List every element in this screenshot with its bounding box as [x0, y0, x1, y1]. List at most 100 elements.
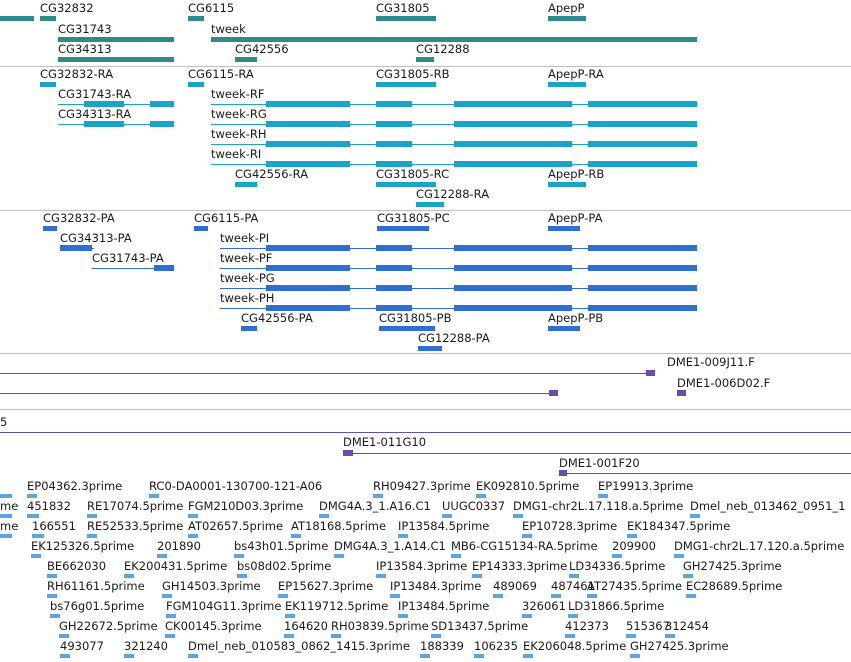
est-glyph[interactable] — [674, 554, 684, 558]
gene-glyph[interactable] — [58, 37, 174, 42]
clone-end-glyph[interactable] — [646, 370, 655, 376]
transcript-glyph[interactable] — [150, 101, 174, 107]
est-glyph[interactable] — [60, 654, 70, 658]
est-glyph[interactable] — [569, 574, 579, 578]
transcript-exons[interactable] — [588, 161, 697, 167]
protein-glyph[interactable] — [548, 326, 580, 331]
est-glyph[interactable] — [690, 514, 700, 518]
est-glyph[interactable] — [32, 534, 44, 538]
protein-exons[interactable] — [454, 245, 572, 251]
clone-line[interactable] — [0, 373, 650, 374]
protein-glyph[interactable] — [154, 265, 174, 271]
transcript-exons[interactable] — [266, 121, 350, 127]
protein-exons[interactable] — [266, 285, 350, 291]
est-glyph[interactable] — [474, 654, 484, 658]
scaffold-end-glyph[interactable] — [559, 470, 567, 476]
est-glyph[interactable] — [513, 514, 523, 518]
est-glyph[interactable] — [31, 554, 41, 558]
transcript-exons[interactable] — [266, 101, 350, 107]
transcript-exons[interactable] — [266, 161, 350, 167]
transcript-exons[interactable] — [454, 141, 572, 147]
est-glyph[interactable] — [626, 634, 636, 638]
protein-glyph[interactable] — [418, 346, 442, 351]
est-glyph[interactable] — [451, 554, 461, 558]
protein-glyph[interactable] — [43, 226, 57, 231]
est-glyph[interactable] — [162, 594, 172, 598]
est-glyph[interactable] — [568, 614, 578, 618]
protein-glyph[interactable] — [60, 245, 92, 251]
protein-exons[interactable] — [454, 305, 572, 311]
est-glyph[interactable] — [627, 534, 637, 538]
transcript-exons[interactable] — [454, 161, 572, 167]
transcript-exons[interactable] — [588, 121, 697, 127]
transcript-glyph[interactable] — [84, 101, 124, 107]
transcript-exons[interactable] — [588, 141, 697, 147]
protein-exons[interactable] — [266, 305, 350, 311]
est-glyph[interactable] — [149, 494, 159, 498]
est-glyph[interactable] — [278, 594, 288, 598]
transcript-glyph[interactable] — [416, 202, 444, 207]
est-glyph[interactable] — [124, 654, 134, 658]
est-glyph[interactable] — [331, 634, 341, 638]
est-glyph[interactable] — [472, 574, 482, 578]
est-glyph[interactable] — [334, 554, 344, 558]
est-glyph[interactable] — [0, 534, 12, 538]
est-glyph[interactable] — [284, 634, 294, 638]
est-glyph[interactable] — [47, 594, 57, 598]
est-glyph[interactable] — [398, 614, 408, 618]
est-glyph[interactable] — [188, 654, 198, 658]
est-glyph[interactable] — [523, 654, 533, 658]
transcript-glyph[interactable] — [188, 82, 204, 87]
protein-exons[interactable] — [376, 245, 412, 251]
est-glyph[interactable] — [237, 574, 247, 578]
transcript-glyph[interactable] — [84, 121, 124, 127]
est-glyph[interactable] — [686, 594, 696, 598]
est-glyph[interactable] — [587, 594, 597, 598]
est-glyph[interactable] — [59, 634, 69, 638]
scaffold-line[interactable] — [0, 432, 851, 433]
est-glyph[interactable] — [522, 614, 532, 618]
est-glyph[interactable] — [420, 654, 430, 658]
gene-glyph[interactable] — [376, 16, 436, 21]
est-glyph[interactable] — [598, 494, 608, 498]
gene-glyph[interactable] — [58, 57, 174, 62]
est-glyph[interactable] — [442, 514, 452, 518]
est-glyph[interactable] — [373, 494, 383, 498]
transcript-glyph[interactable] — [40, 82, 56, 87]
est-glyph[interactable] — [87, 534, 97, 538]
gene-glyph[interactable] — [211, 37, 697, 42]
gene-glyph[interactable] — [40, 16, 56, 21]
est-glyph[interactable] — [27, 514, 39, 518]
protein-exons[interactable] — [588, 305, 697, 311]
est-glyph[interactable] — [630, 654, 640, 658]
est-glyph[interactable] — [319, 514, 329, 518]
est-glyph[interactable] — [683, 574, 693, 578]
scaffold-line[interactable] — [343, 453, 851, 454]
transcript-glyph[interactable] — [235, 182, 257, 187]
est-glyph[interactable] — [612, 554, 622, 558]
transcript-exons[interactable] — [266, 141, 350, 147]
est-glyph[interactable] — [87, 514, 97, 518]
est-glyph[interactable] — [476, 494, 486, 498]
clone-end-glyph[interactable] — [549, 390, 558, 396]
transcript-exons[interactable] — [376, 141, 412, 147]
protein-exons[interactable] — [266, 265, 350, 271]
gene-glyph[interactable] — [416, 57, 434, 62]
est-glyph[interactable] — [551, 594, 561, 598]
est-glyph[interactable] — [493, 594, 503, 598]
transcript-exons[interactable] — [376, 161, 412, 167]
est-glyph[interactable] — [398, 534, 408, 538]
protein-glyph[interactable] — [241, 326, 257, 331]
est-glyph[interactable] — [124, 574, 134, 578]
transcript-glyph[interactable] — [548, 182, 586, 187]
protein-exons[interactable] — [454, 285, 572, 291]
protein-glyph[interactable] — [377, 226, 429, 231]
clone-line[interactable] — [0, 393, 550, 394]
est-glyph[interactable] — [565, 634, 575, 638]
transcript-exons[interactable] — [376, 121, 412, 127]
gene-glyph[interactable] — [188, 16, 204, 21]
est-glyph[interactable] — [188, 534, 198, 538]
protein-exons[interactable] — [376, 285, 412, 291]
protein-exons[interactable] — [454, 265, 572, 271]
est-glyph[interactable] — [27, 494, 37, 498]
